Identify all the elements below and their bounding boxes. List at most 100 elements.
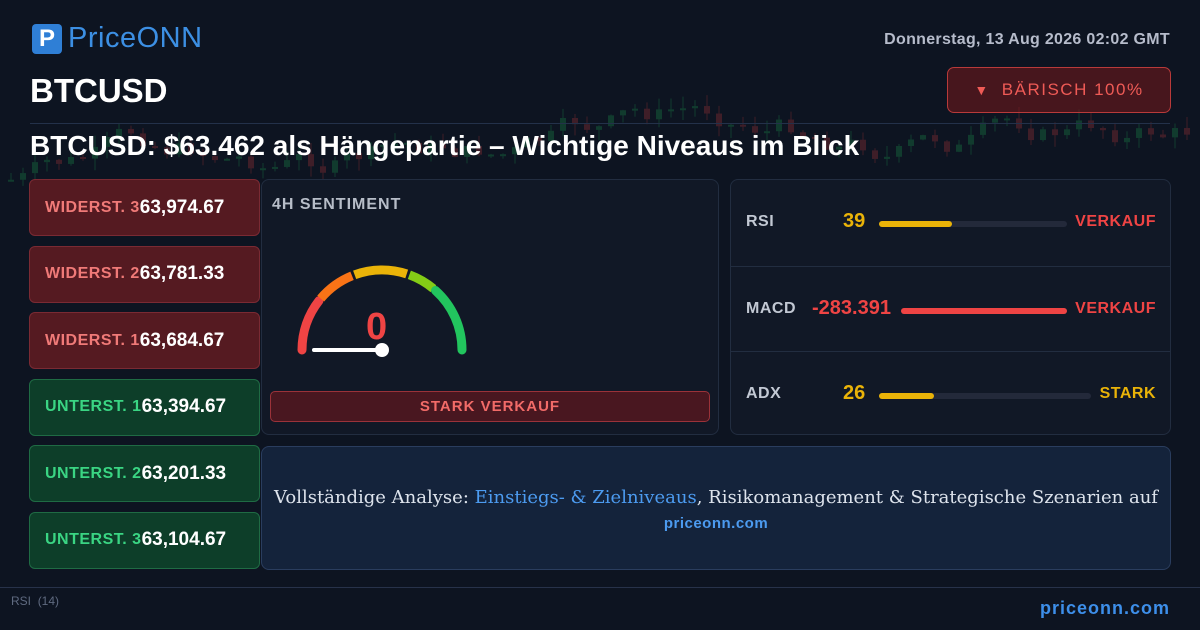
level-label: UNTERST. 3 xyxy=(45,531,142,549)
down-arrow-icon: ▼ xyxy=(974,82,990,98)
sentiment-value: 0 xyxy=(366,306,388,348)
bg-candle-body xyxy=(752,126,758,133)
bg-candle-body xyxy=(332,160,338,173)
indicator-value: 26 xyxy=(843,382,866,404)
bg-candle-body xyxy=(920,135,926,140)
bg-candle-body xyxy=(260,168,266,171)
promo-suffix: , Risikomanagement & Strategische Szenar… xyxy=(696,487,1158,508)
bg-candle-body xyxy=(164,147,170,155)
bg-candle-body xyxy=(1184,128,1190,135)
promo-highlight: Einstiegs- & Zielniveaus xyxy=(474,487,697,508)
level-label: WIDERST. 1 xyxy=(45,331,140,349)
bg-candle-body xyxy=(368,146,374,160)
bg-candle-body xyxy=(116,128,122,138)
bg-candle-body xyxy=(1136,128,1142,138)
level-label: UNTERST. 2 xyxy=(45,464,142,482)
bg-candle-body xyxy=(1124,137,1130,143)
bg-candle-body xyxy=(932,135,938,142)
level-row: WIDERST. 1 63,684.67 xyxy=(29,312,260,370)
sentiment-title: 4H SENTIMENT xyxy=(272,196,402,213)
bg-candle-body xyxy=(248,156,254,169)
level-value: 63,781.33 xyxy=(139,263,225,285)
bg-candle-body xyxy=(608,115,614,127)
bg-candle-body xyxy=(632,108,638,111)
bg-candle-body xyxy=(200,153,206,157)
bg-candle-body xyxy=(1172,128,1178,138)
bg-candle-body xyxy=(884,156,890,159)
sentiment-badge-label: BÄRISCH 100% xyxy=(1001,80,1144,99)
level-value: 63,684.67 xyxy=(139,329,225,351)
symbol-title: BTCUSD xyxy=(30,72,168,109)
bg-candle-body xyxy=(452,148,458,157)
gauge-pivot xyxy=(375,343,389,357)
level-label: WIDERST. 2 xyxy=(45,265,140,283)
bg-candle-body xyxy=(1160,134,1166,138)
bg-candle-body xyxy=(968,134,974,145)
bg-candle-body xyxy=(80,157,86,160)
bg-candle-body xyxy=(476,146,482,155)
bg-candle-body xyxy=(140,133,146,147)
indicator-value: 39 xyxy=(843,210,866,232)
bg-candle-body xyxy=(236,156,242,159)
bg-candle-body xyxy=(1076,120,1082,130)
bg-candle-body xyxy=(572,118,578,125)
level-value: 63,104.67 xyxy=(141,529,227,551)
bg-candle-body xyxy=(344,152,350,161)
indicator-signal: VERKAUF xyxy=(1075,213,1156,230)
bg-candle-body xyxy=(848,139,854,147)
levels-list: WIDERST. 3 63,974.67 WIDERST. 2 63,781.33 … xyxy=(29,179,260,579)
bg-candle-body xyxy=(944,141,950,152)
level-row: UNTERST. 2 63,201.33 xyxy=(29,445,260,503)
bg-candle-body xyxy=(296,154,302,161)
bg-candle-body xyxy=(908,139,914,146)
indicator-name: ADX xyxy=(746,385,782,402)
indicator-bar-fill xyxy=(879,221,953,227)
bg-candle-body xyxy=(1028,128,1034,141)
bg-candle-body xyxy=(488,154,494,157)
bg-candle-body xyxy=(872,150,878,159)
bg-candle-body xyxy=(596,126,602,130)
bg-candle-body xyxy=(8,179,14,182)
sentiment-badge: ▼ BÄRISCH 100% xyxy=(947,67,1171,113)
bg-candle-body xyxy=(92,146,98,159)
bg-candle-body xyxy=(764,131,770,134)
bg-candle-body xyxy=(728,124,734,127)
indicator-value: -283.391 xyxy=(812,297,891,319)
bg-candle-body xyxy=(392,143,398,146)
bg-candle-body xyxy=(512,147,518,155)
bg-candle-body xyxy=(644,108,650,120)
level-row: UNTERST. 1 63,394.67 xyxy=(29,378,260,436)
bg-candle-body xyxy=(404,142,410,145)
bg-candle-body xyxy=(284,160,290,167)
bg-candle-body xyxy=(824,137,830,150)
sentiment-verdict: STARK VERKAUF xyxy=(270,391,710,422)
bg-candle-body xyxy=(128,128,134,134)
bg-candle-body xyxy=(788,119,794,133)
level-row: WIDERST. 2 63,781.33 xyxy=(29,245,260,303)
header-divider xyxy=(30,123,1170,124)
indicator-name: MACD xyxy=(746,300,796,317)
bg-candle-body xyxy=(992,118,998,123)
timestamp: Donnerstag, 13 Aug 2026 02:02 GMT xyxy=(884,31,1170,48)
indicator-name: RSI xyxy=(746,213,775,230)
bg-candle-body xyxy=(500,154,506,157)
promo-link[interactable]: priceonn.com xyxy=(663,515,769,532)
bg-candle-body xyxy=(56,159,62,164)
bg-candle-body xyxy=(680,108,686,111)
indicator-bar-fill xyxy=(879,393,935,399)
bg-candle-body xyxy=(704,106,710,114)
bg-candle-body xyxy=(836,146,842,150)
sentiment-gauge xyxy=(297,265,467,357)
bg-candle-body xyxy=(896,145,902,157)
promo-banner[interactable]: Vollständige Analyse: Einstiegs- & Zieln… xyxy=(261,446,1171,570)
indicator-row-rsi: RSI 39 VERKAUF xyxy=(731,180,1170,265)
bg-candle-body xyxy=(224,158,230,161)
indicator-bar xyxy=(879,393,1091,399)
bg-candle-body xyxy=(668,109,674,112)
footer-link[interactable]: priceonn.com xyxy=(1039,598,1170,618)
promo-text: Vollständige Analyse: Einstiegs- & Zieln… xyxy=(262,487,1170,508)
bg-candle-body xyxy=(956,144,962,152)
bg-candle-body xyxy=(104,137,110,147)
brand-logo: P PriceONN xyxy=(32,22,203,55)
bg-candle-body xyxy=(308,154,314,167)
